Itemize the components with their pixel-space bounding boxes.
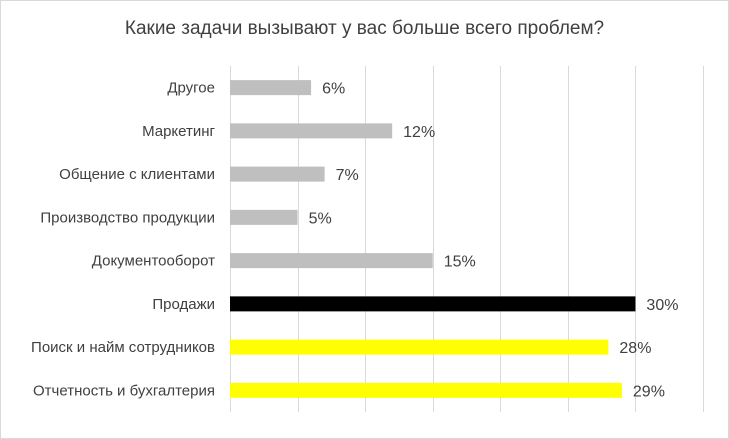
data-label: 29% [633, 383, 665, 400]
category-label: Производство продукции [40, 209, 215, 226]
data-label: 12% [403, 124, 435, 141]
bar [230, 296, 636, 312]
category-label: Маркетинг [142, 123, 215, 140]
bar [230, 80, 312, 96]
category-label: Другое [167, 80, 215, 97]
category-label: Поиск и найм сотрудников [31, 339, 215, 356]
data-label: 28% [619, 340, 651, 357]
category-label: Документооборот [92, 253, 215, 270]
bar [230, 209, 298, 225]
data-label: 30% [646, 297, 678, 314]
category-label: Общение с клиентами [59, 166, 215, 183]
category-label: Отчетность и бухгалтерия [33, 382, 215, 399]
bar [230, 123, 393, 139]
data-label: 6% [322, 81, 345, 98]
chart-title: Какие задачи вызывают у вас больше всего… [124, 18, 605, 39]
data-label: 15% [444, 254, 476, 271]
data-label: 5% [309, 210, 332, 227]
data-label: 7% [336, 167, 359, 184]
bar [230, 253, 433, 269]
bar [230, 382, 622, 398]
bar [230, 166, 325, 182]
category-label: Продажи [152, 296, 215, 313]
bar [230, 339, 609, 355]
